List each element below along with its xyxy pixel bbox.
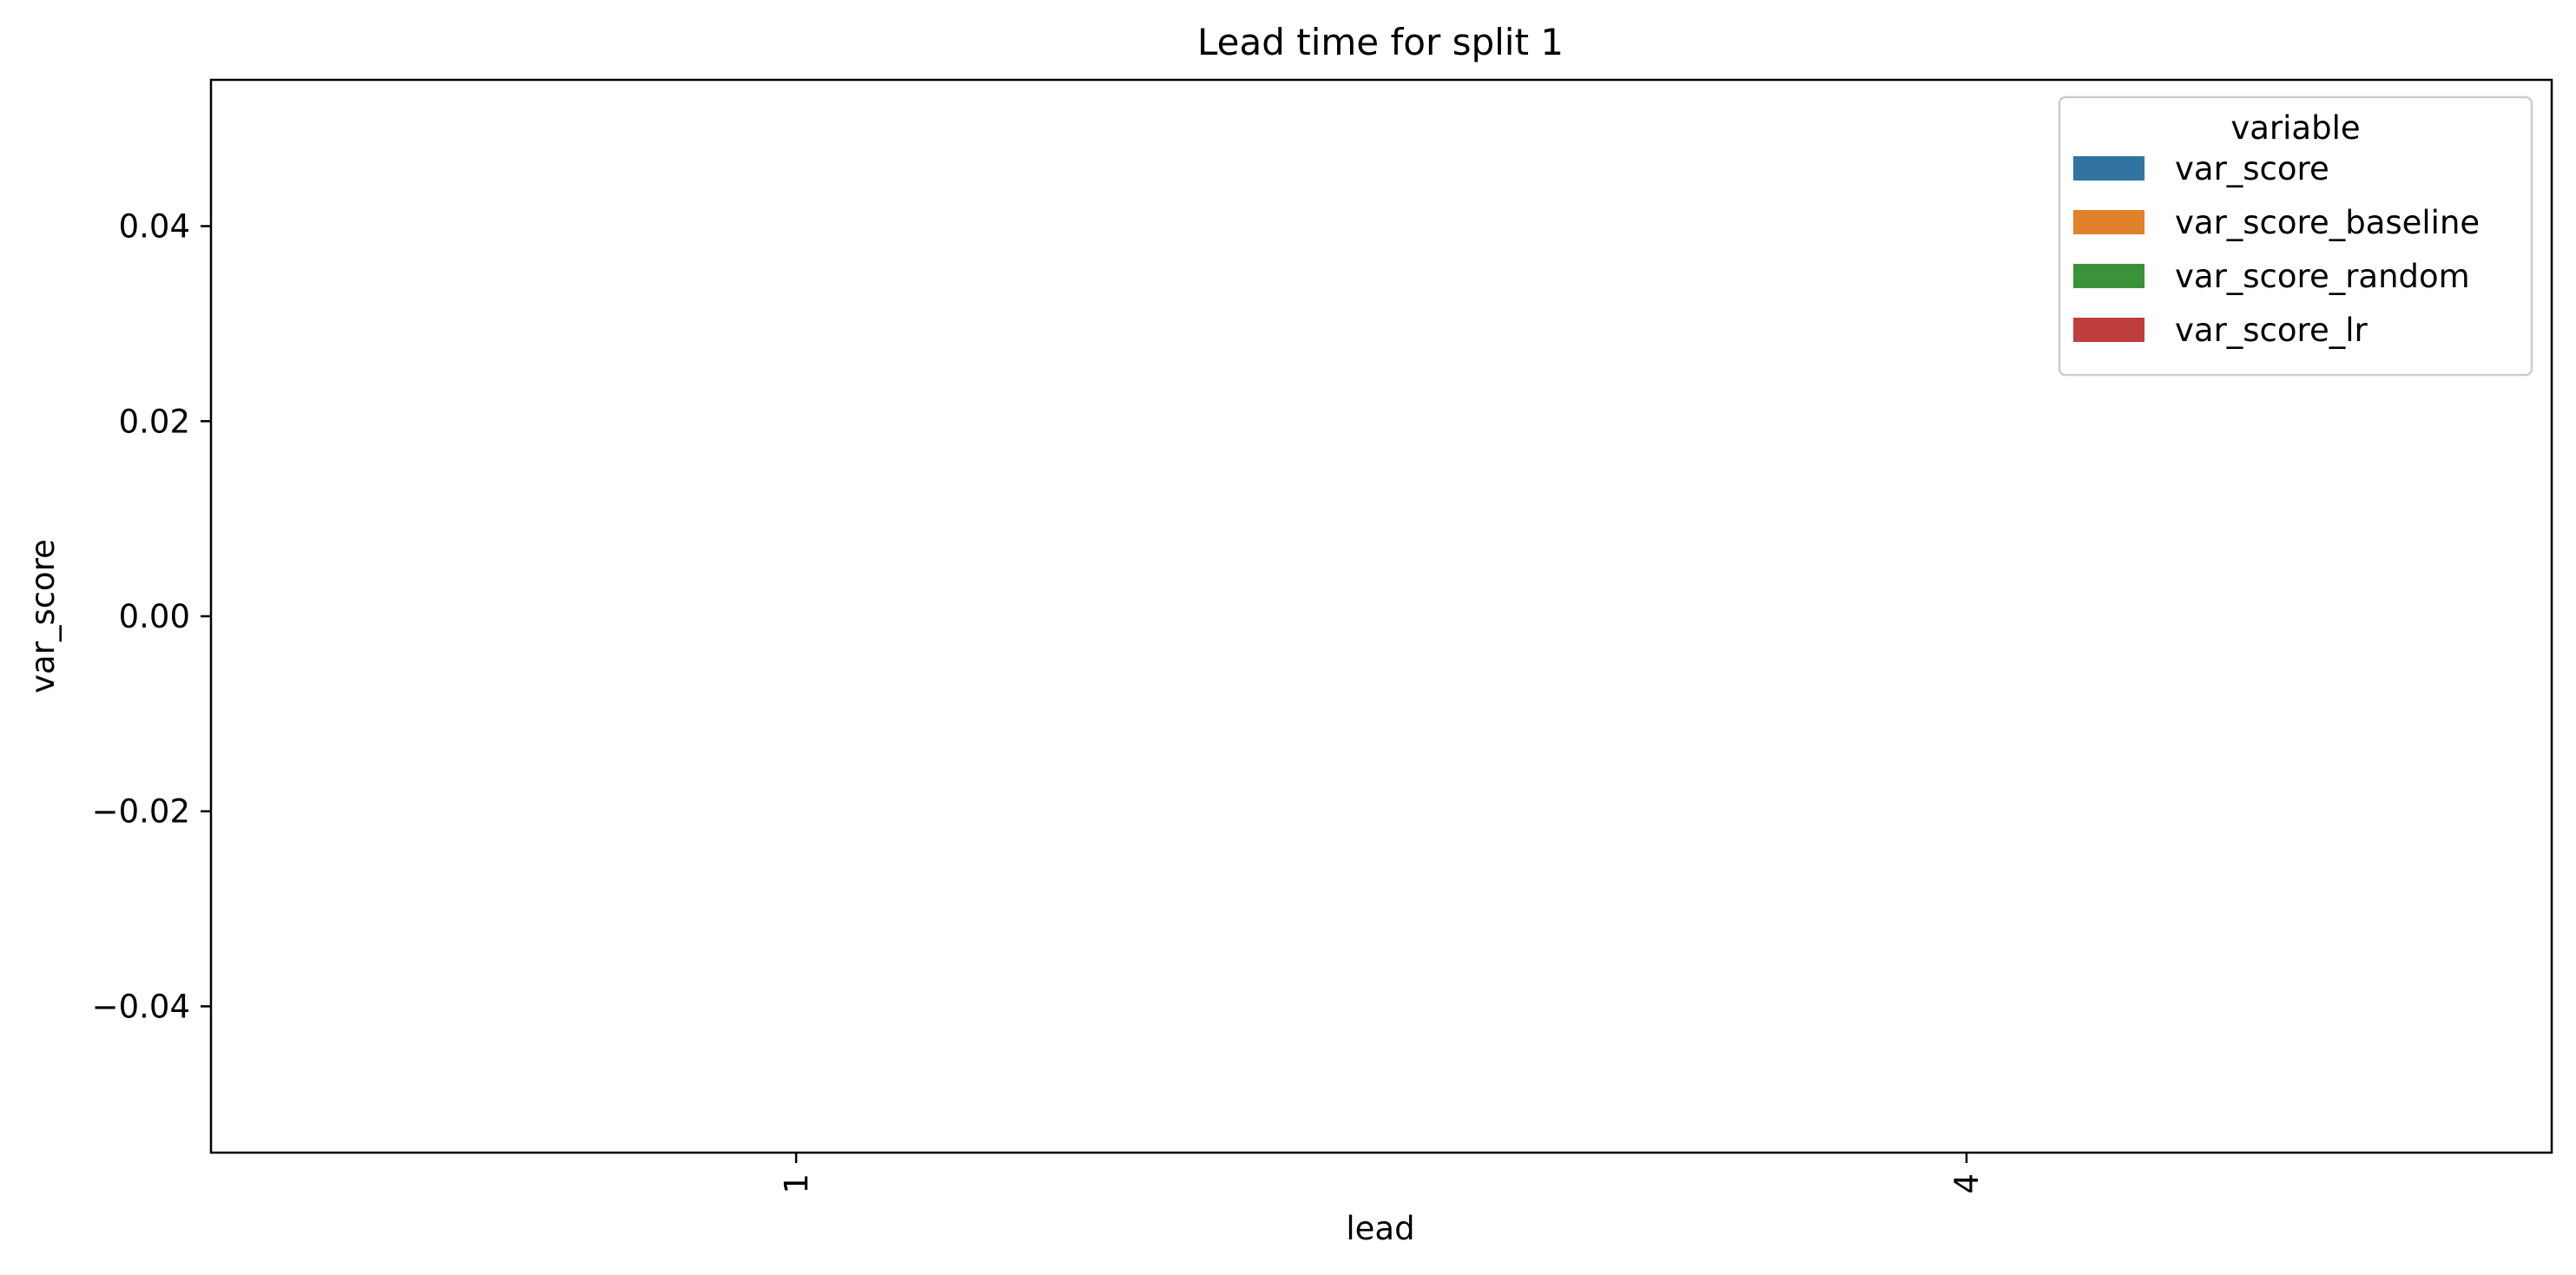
legend-swatch <box>2073 318 2144 342</box>
y-tick-label: −0.04 <box>92 988 190 1025</box>
legend-swatch <box>2073 210 2144 234</box>
x-axis-label: lead <box>1346 1210 1414 1247</box>
x-tick-label: 4 <box>1948 1173 1986 1194</box>
legend: variable var_scorevar_score_baselinevar_… <box>2058 95 2533 377</box>
legend-swatch <box>2073 156 2144 181</box>
y-axis: −0.04 −0.02 0.00 0.02 0.04 <box>92 208 211 1025</box>
legend-swatch <box>2073 264 2144 288</box>
legend-box <box>2058 95 2533 377</box>
y-axis-label: var_score <box>24 539 62 693</box>
legend-label: var_score <box>2175 150 2329 187</box>
y-tick-label: 0.02 <box>119 403 190 440</box>
legend-label: var_score_baseline <box>2175 204 2480 241</box>
legend-label: var_score_random <box>2175 258 2470 295</box>
legend-title: variable <box>2230 109 2360 147</box>
y-tick-label: 0.00 <box>119 598 190 635</box>
chart-title: Lead time for split 1 <box>1197 21 1564 63</box>
legend-entries: var_score var_score_baseline var_score_ran… <box>2073 150 2480 349</box>
y-tick-label: −0.02 <box>92 793 190 831</box>
y-tick-label: 0.04 <box>119 208 190 246</box>
legend-label: var_score_lr <box>2175 312 2368 349</box>
x-tick-label: 1 <box>778 1173 815 1194</box>
